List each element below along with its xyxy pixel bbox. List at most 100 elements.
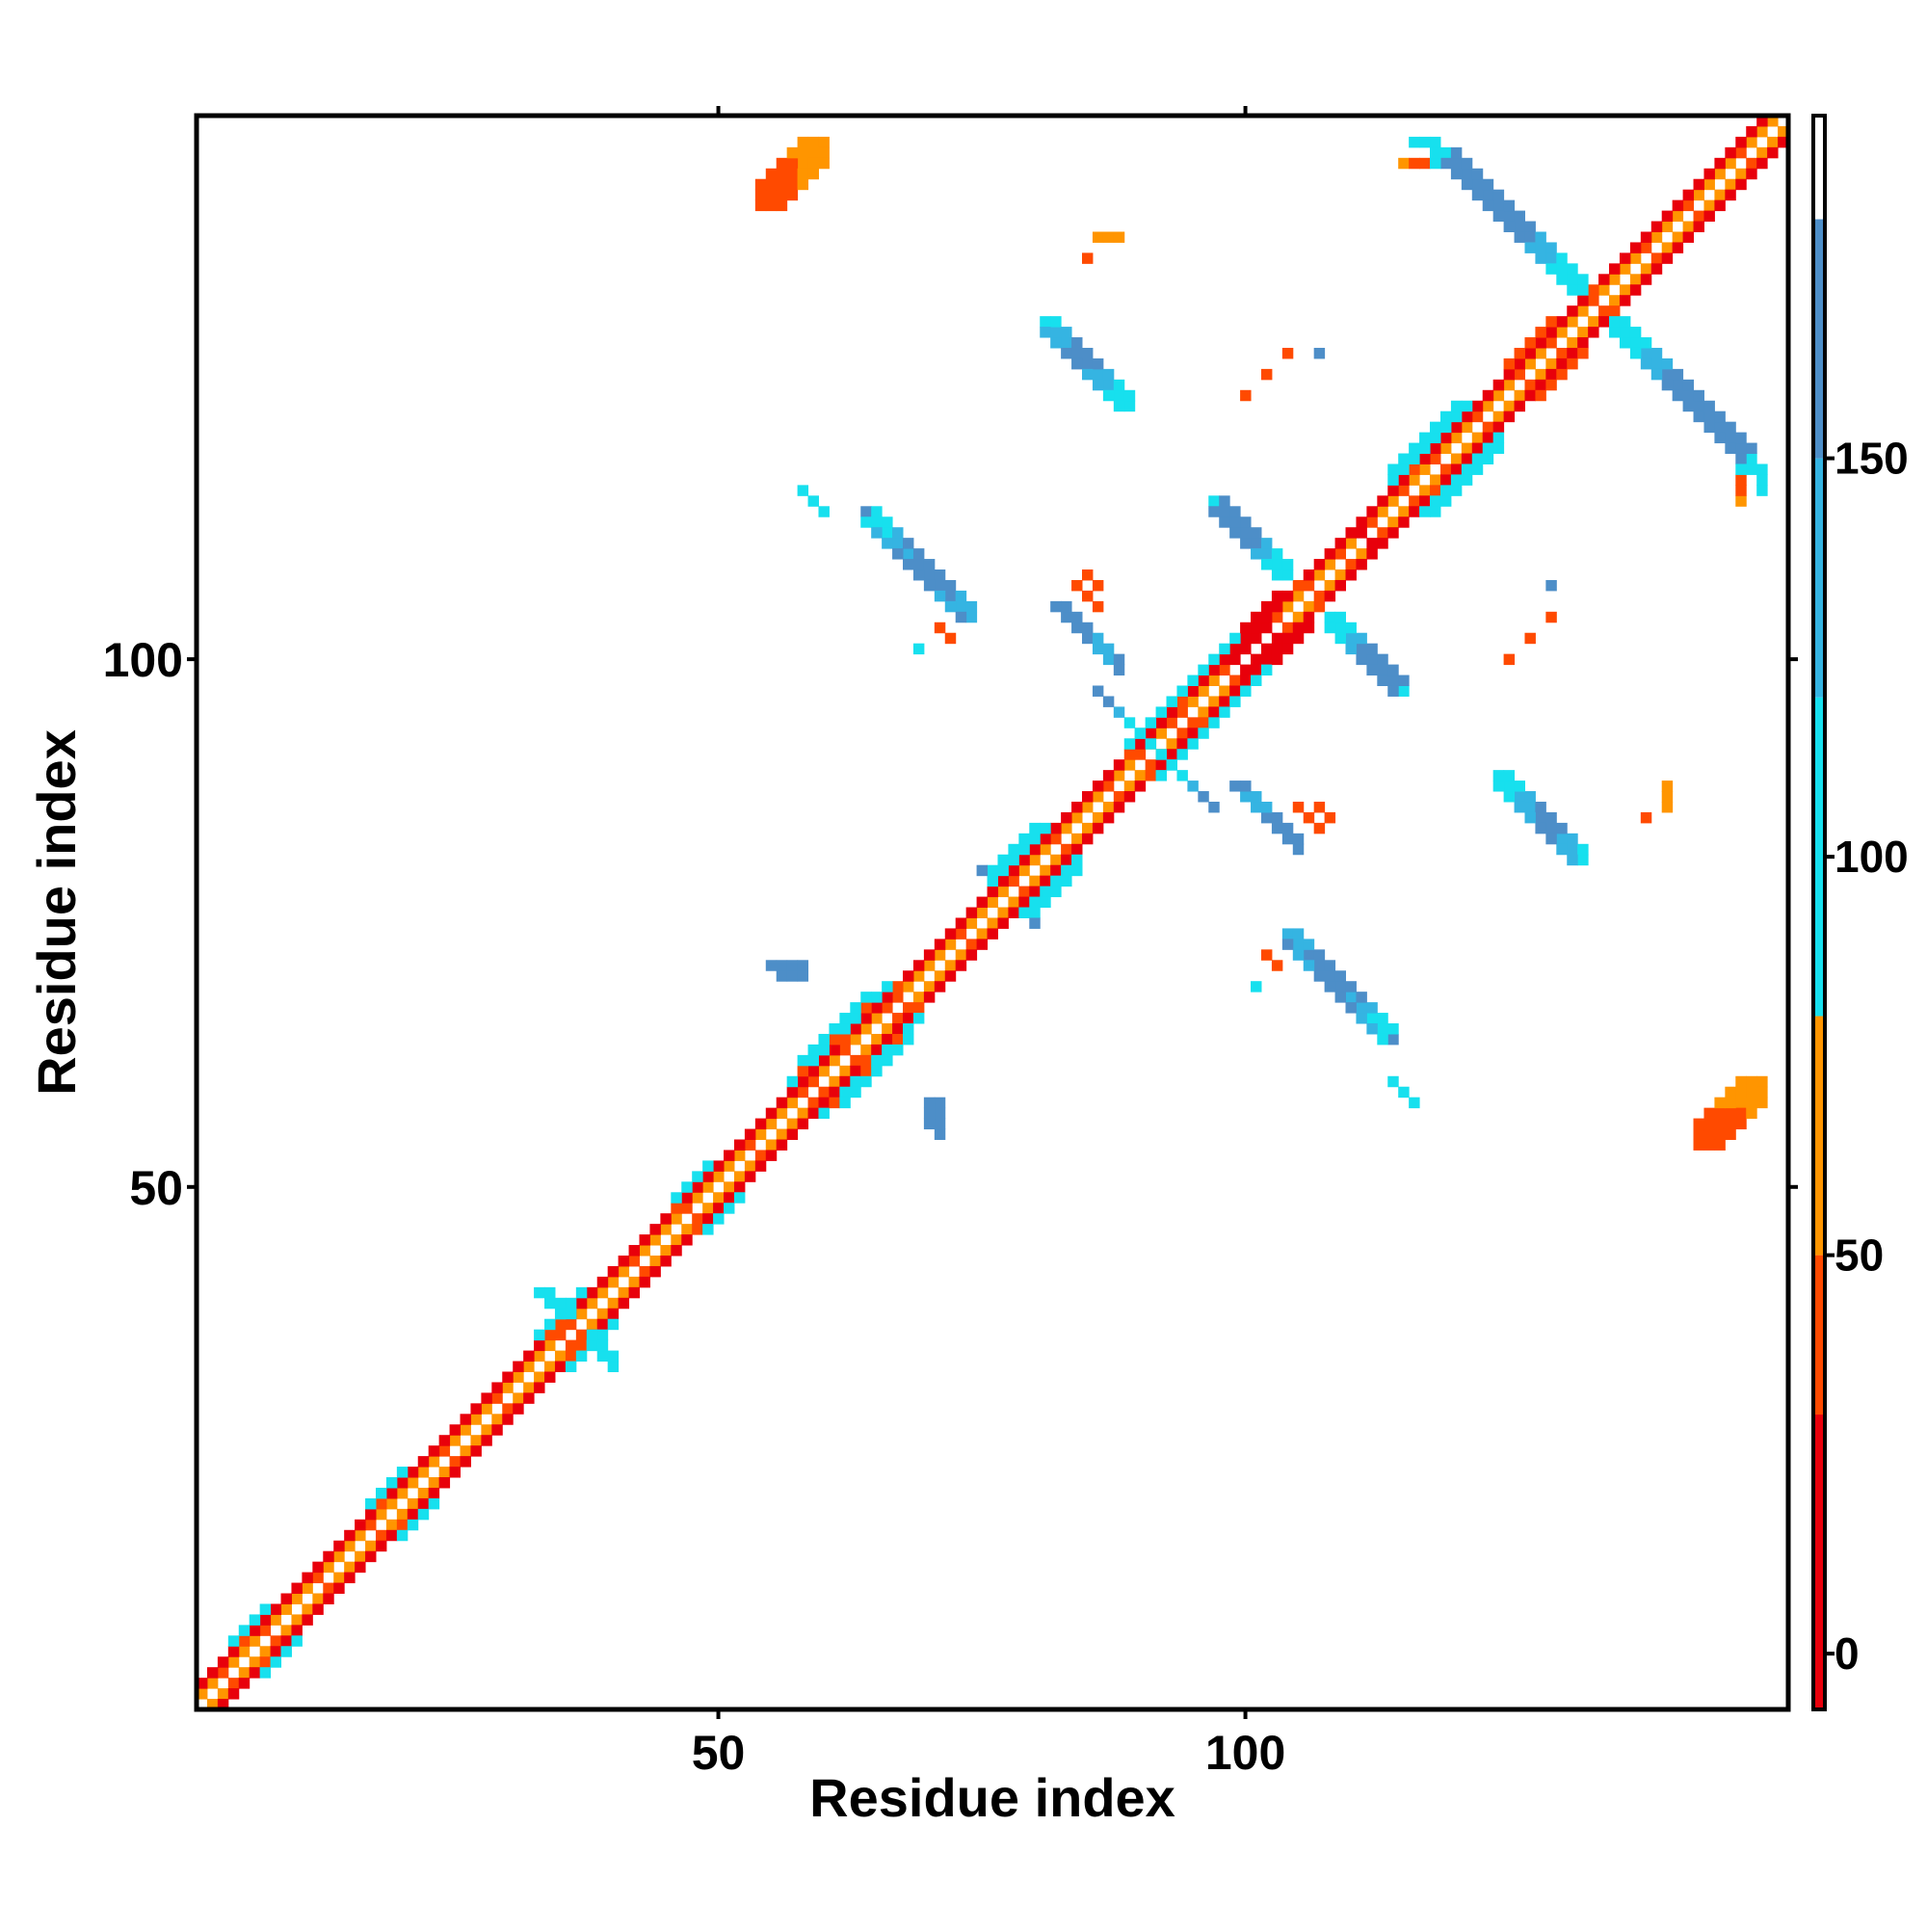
cell (818, 506, 830, 517)
cell (323, 1561, 334, 1574)
cell (1672, 389, 1684, 402)
cell (1703, 1107, 1715, 1120)
cell (1682, 400, 1695, 412)
cell (871, 1033, 883, 1045)
cell (438, 1467, 451, 1478)
cell (997, 854, 1009, 866)
cell (807, 495, 819, 507)
cell (1134, 749, 1147, 760)
cell (1219, 653, 1230, 666)
cell (1682, 221, 1695, 232)
cell (1313, 949, 1326, 961)
cell (871, 527, 883, 539)
cell (671, 1234, 682, 1246)
colorbar-segment (1813, 219, 1825, 459)
cell (1303, 579, 1315, 592)
cell (713, 1171, 725, 1182)
cell (871, 516, 883, 528)
cell (912, 970, 925, 982)
cell (1208, 664, 1220, 676)
cell (1387, 527, 1399, 539)
cell (765, 168, 778, 180)
cell (1672, 242, 1684, 253)
cell (1366, 653, 1378, 666)
cell (1619, 252, 1631, 264)
cell (1524, 791, 1536, 803)
cell (1409, 474, 1420, 486)
cell (776, 1107, 788, 1120)
x-axis-title: Residue index (809, 1767, 1175, 1828)
cell (1240, 632, 1252, 645)
cell (892, 1023, 904, 1035)
cell (1746, 168, 1757, 180)
cell (786, 960, 799, 971)
cell (1703, 421, 1715, 434)
cell (1640, 357, 1652, 370)
cell (1682, 379, 1695, 391)
cell (344, 1529, 356, 1542)
cell (1577, 347, 1589, 359)
cell (1693, 178, 1704, 191)
cell (955, 611, 967, 623)
cell (1619, 284, 1631, 296)
cell (1503, 410, 1516, 423)
cell (607, 1265, 620, 1278)
cell (1703, 178, 1715, 191)
cell (355, 1550, 366, 1563)
cell (1018, 833, 1030, 845)
cell (807, 1065, 819, 1077)
cell (892, 992, 904, 1003)
cell (1018, 843, 1030, 856)
cell (871, 992, 883, 1003)
cell (1756, 1086, 1768, 1098)
cell (1661, 781, 1674, 792)
cell (596, 1276, 609, 1288)
cell (1725, 1107, 1736, 1120)
cell (1703, 410, 1715, 423)
cell (1050, 316, 1062, 328)
cell (1398, 685, 1410, 697)
cell (1672, 379, 1684, 391)
cell (850, 1065, 861, 1077)
cell (923, 981, 936, 992)
cell (765, 189, 778, 201)
cell (786, 189, 799, 201)
cell (829, 1054, 840, 1067)
cell (724, 1150, 735, 1161)
cell (1439, 474, 1452, 486)
cell (1050, 822, 1062, 834)
cell (534, 1286, 545, 1299)
cell (1113, 664, 1125, 676)
cell (934, 970, 946, 982)
cell (249, 1635, 261, 1647)
cell (1524, 632, 1536, 645)
cell (1240, 389, 1252, 402)
cell (1345, 981, 1357, 992)
cell (912, 559, 925, 570)
cell (1746, 1086, 1757, 1098)
cell (1693, 410, 1704, 423)
cell (428, 1445, 440, 1457)
cell (1640, 811, 1652, 824)
cell (565, 1297, 577, 1310)
cell (1324, 811, 1336, 824)
cell (692, 1181, 703, 1193)
cell (470, 1414, 482, 1425)
cell (460, 1414, 471, 1425)
cell (291, 1593, 303, 1604)
cell (396, 1508, 409, 1521)
cell (1609, 274, 1621, 285)
cell (1409, 1097, 1420, 1109)
cell (1430, 442, 1441, 455)
cell (1398, 675, 1410, 686)
cell (575, 1350, 588, 1363)
cell (1735, 1118, 1747, 1130)
cell (1092, 791, 1104, 803)
cell (1018, 864, 1030, 877)
cell (671, 1203, 682, 1214)
cell (270, 1646, 282, 1657)
cell (1198, 675, 1209, 686)
cell (1471, 410, 1484, 423)
cell (396, 1529, 409, 1542)
cell (1725, 1118, 1736, 1130)
